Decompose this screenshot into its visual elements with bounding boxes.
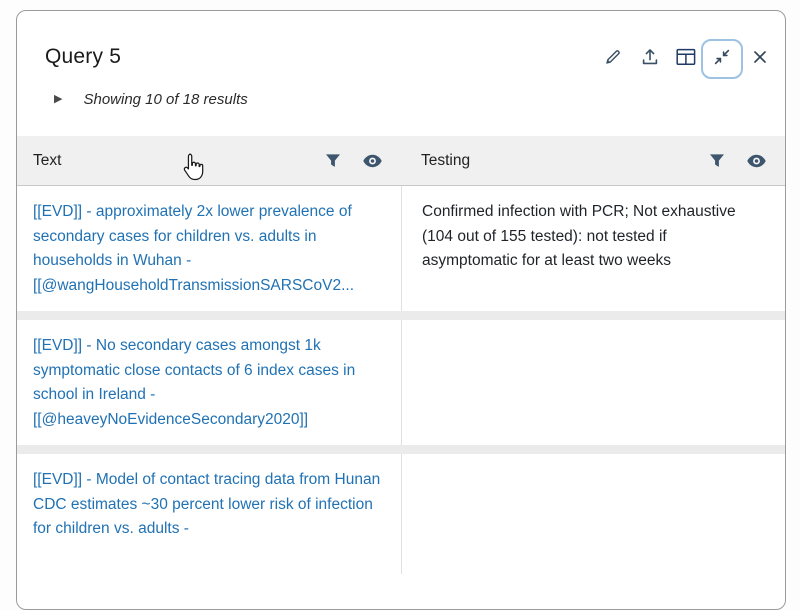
result-testing-cell[interactable] — [401, 320, 785, 445]
table-icon — [676, 48, 696, 71]
collapse-arrows-icon — [713, 48, 731, 71]
page-title: Query 5 — [45, 45, 122, 68]
query-panel: Query 5 — [16, 10, 786, 610]
result-testing-cell[interactable]: Confirmed infection with PCR; Not exhaus… — [401, 186, 785, 311]
close-icon — [752, 49, 768, 70]
results-summary-text: Showing 10 of 18 results — [83, 91, 248, 108]
screen: { "panel": { "title": "Query 5", "result… — [16, 10, 786, 610]
disclosure-triangle-icon[interactable]: ▶ — [54, 93, 63, 105]
close-panel-button[interactable] — [748, 47, 772, 71]
collapse-panel-button[interactable] — [701, 39, 743, 79]
pencil-icon — [604, 48, 622, 71]
filter-icon[interactable] — [322, 150, 344, 172]
export-button[interactable] — [638, 47, 662, 71]
query-results-table: Text — [17, 136, 785, 574]
table-row: [[EVD]] - No secondary cases amongst 1k … — [17, 311, 785, 445]
result-text-link[interactable]: [[EVD]] - Model of contact tracing data … — [33, 471, 381, 537]
column-label: Testing — [421, 151, 471, 169]
column-header-controls — [322, 150, 383, 172]
column-header-testing: Testing — [401, 136, 785, 185]
upload-icon — [640, 47, 660, 72]
panel-toolbar — [601, 38, 772, 80]
result-text-link[interactable]: [[EVD]] - approximately 2x lower prevale… — [33, 203, 354, 294]
table-layout-button[interactable] — [674, 47, 698, 71]
table-row: [[EVD]] - Model of contact tracing data … — [17, 445, 785, 574]
column-header-text: Text — [17, 136, 401, 185]
filter-icon[interactable] — [706, 150, 728, 172]
column-label: Text — [33, 151, 62, 169]
edit-query-button[interactable] — [601, 47, 625, 71]
result-testing-cell[interactable] — [401, 454, 785, 574]
eye-icon[interactable] — [361, 150, 383, 172]
table-row: [[EVD]] - approximately 2x lower prevale… — [17, 186, 785, 311]
results-summary-row: ▶ Showing 10 of 18 results — [54, 91, 248, 108]
eye-icon[interactable] — [745, 150, 767, 172]
result-text-link[interactable]: [[EVD]] - No secondary cases amongst 1k … — [33, 337, 356, 428]
table-header-row: Text — [17, 136, 785, 186]
column-header-controls — [706, 150, 767, 172]
